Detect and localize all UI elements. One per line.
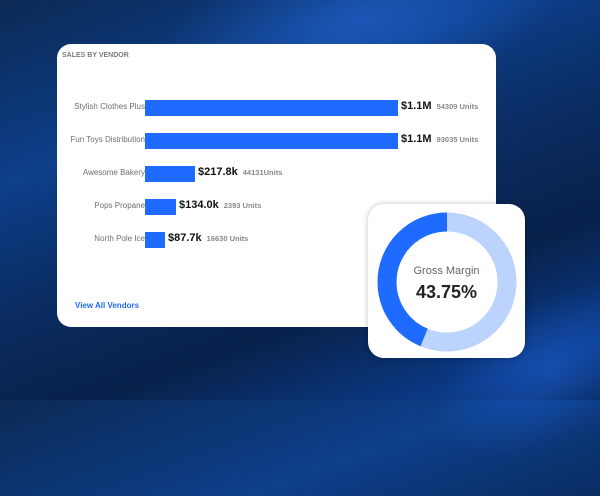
bar-value-label: $87.7k 16630 Units	[168, 232, 248, 244]
bar-value-label: $1.1M 54309 Units	[401, 100, 478, 112]
bar-units: 44131Units	[242, 168, 283, 177]
bar-value: $217.8k	[198, 166, 238, 178]
bar-row: Awesome Bakery $217.8k 44131Units	[57, 166, 496, 182]
bar[interactable]	[145, 232, 165, 248]
bar-label: Awesome Bakery	[82, 168, 145, 177]
bar-value: $134.0k	[179, 199, 219, 211]
bar-units: 16630 Units	[206, 234, 249, 243]
bar-value: $1.1M	[401, 100, 432, 112]
gross-margin-card: Gross Margin 43.75%	[368, 204, 525, 358]
gross-margin-value: 43.75%	[415, 282, 478, 302]
bar-row: Pops Propane $134.0k 2393 Units	[57, 199, 496, 215]
bar-value-label: $217.8k 44131Units	[198, 166, 282, 178]
bar[interactable]	[145, 166, 195, 182]
bar-row: Stylish Clothes Plus $1.1M 54309 Units	[57, 100, 496, 116]
bar[interactable]	[145, 133, 398, 149]
bar-units: 2393 Units	[223, 201, 262, 210]
bar-value: $87.7k	[168, 232, 202, 244]
gross-margin-donut	[377, 212, 517, 352]
bar-label: North Pole Ice	[94, 234, 145, 243]
bar[interactable]	[145, 199, 176, 215]
donut-fill	[377, 212, 517, 352]
bar[interactable]	[145, 100, 398, 116]
bar-label: Stylish Clothes Plus	[74, 102, 145, 111]
sales-by-vendor-card: SALES BY VENDOR Stylish Clothes Plus $1.…	[57, 44, 496, 327]
bar-value: $1.1M	[401, 133, 432, 145]
bar-row: Fun Toys Distribution $1.1M 93035 Units	[57, 133, 496, 149]
bar-units: 54309 Units	[436, 102, 479, 111]
bar-row: North Pole Ice $87.7k 16630 Units	[57, 232, 496, 248]
view-all-vendors-link[interactable]: View All Vendors	[75, 301, 140, 310]
gross-margin-label: Gross Margin	[413, 265, 480, 277]
card-title: SALES BY VENDOR	[62, 52, 129, 59]
bar-units: 93035 Units	[436, 135, 479, 144]
bar-label: Pops Propane	[94, 201, 145, 210]
bar-value-label: $134.0k 2393 Units	[179, 199, 261, 211]
bar-value-label: $1.1M 93035 Units	[401, 133, 478, 145]
bar-label: Fun Toys Distribution	[70, 135, 145, 144]
